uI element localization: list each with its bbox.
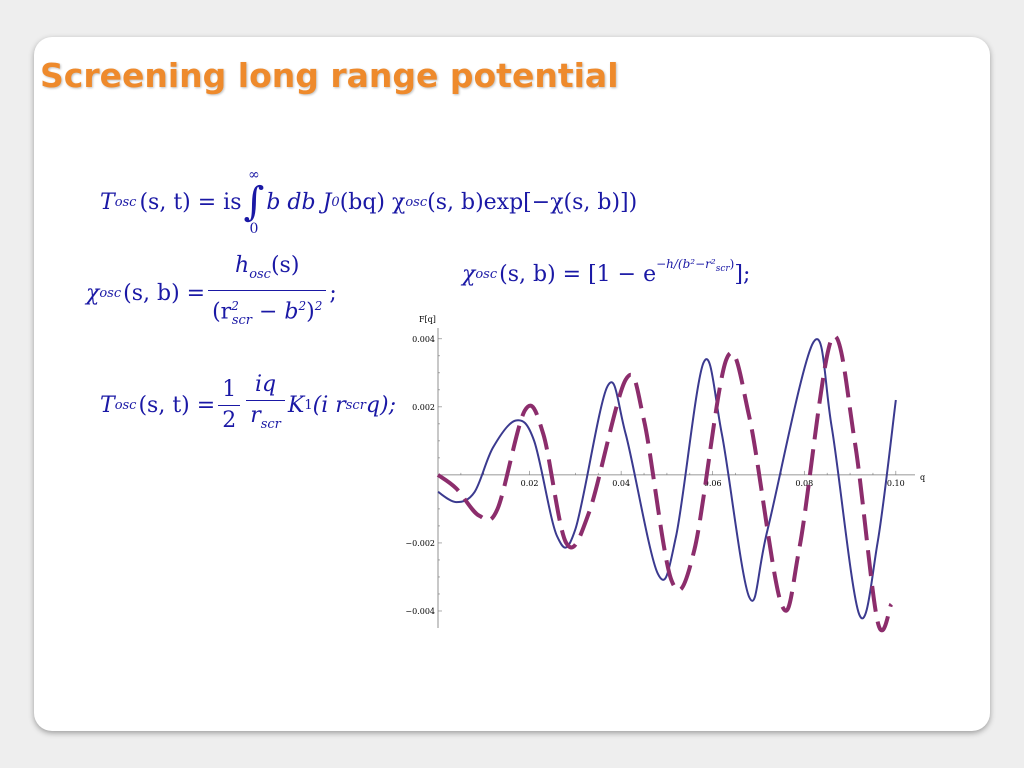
eq2-den-c: ) <box>306 299 315 325</box>
eq2-denominator: (r2scr − b2)2 <box>208 290 327 334</box>
eq1-j-sub: 0 <box>331 194 340 210</box>
eq1-lhs-sub: osc <box>114 194 137 210</box>
y-axis-label: F[q] <box>419 315 436 324</box>
eq2-lhs-args: (s, b) = <box>123 281 206 307</box>
eq1-lhs-args: (s, t) = is <box>139 189 242 215</box>
eq2-den-c-sup: 2 <box>314 299 323 313</box>
eq2-den-a: (r <box>212 299 232 325</box>
eq2-fraction: hosc(s) (r2scr − b2)2 <box>208 253 327 334</box>
eq4-k-sub: 1 <box>304 397 313 413</box>
x-tick-label: 0.10 <box>887 479 905 488</box>
eq4-k-args: (i r <box>312 392 346 418</box>
eq2-numerator: hosc(s) <box>231 253 303 290</box>
eq4-frac1-num: 1 <box>222 376 237 402</box>
eq3-exponent-end: ) <box>729 257 735 271</box>
y-tick-label: −0.002 <box>405 539 435 548</box>
eq1-integrand-d: [−χ(s, b)]) <box>523 189 638 215</box>
eq4-fraction-iq: iq rscr <box>246 372 285 438</box>
eq1-integrand-b: (bq) χ <box>339 189 406 215</box>
eq1-chi-sub: osc <box>405 194 428 210</box>
eq1-integrand-c: (s, b) <box>427 189 484 215</box>
eq1-integrand-a: b db J <box>266 189 332 215</box>
equation-chi-exp: χ osc (s, b) = [1 − e −h/(b²−r²scr) ]; <box>462 257 751 287</box>
eq4-frac2-den-r: r <box>250 403 261 428</box>
eq2-lhs: χ <box>86 281 100 307</box>
eq3-lhs: χ <box>462 262 476 287</box>
integral-sign: ∞ ∫ 0 <box>244 168 265 236</box>
x-tick-label: 0.02 <box>521 479 539 488</box>
eq2-tail: ; <box>329 281 337 307</box>
eq4-k-end: q); <box>365 392 396 418</box>
eq2-lhs-sub: osc <box>99 286 122 302</box>
x-tick-label: 0.06 <box>704 479 722 488</box>
eq4-lhs-sub: osc <box>114 397 137 413</box>
eq3-lhs-args: (s, b) = [1 − e <box>499 262 657 287</box>
plot-series <box>436 334 897 633</box>
eq2-den-sup: 2 <box>231 299 239 313</box>
eq1-lhs: T <box>100 189 115 215</box>
oscillation-plot: 0.02 0.04 0.06 0.08 0.10 0.004 0.002 −0.002 −0.0… <box>405 315 925 633</box>
eq4-frac1-den: 2 <box>218 404 241 434</box>
integral-upper-limit: ∞ <box>248 167 260 183</box>
eq4-frac2-den-sub: scr <box>260 417 281 432</box>
eq2-den-b: − b <box>252 299 299 325</box>
eq2-num-sub: osc <box>249 267 271 282</box>
eq4-k: K <box>287 392 305 418</box>
integral-lower-limit: 0 <box>249 221 259 237</box>
eq4-k-r-sub: scr <box>345 397 366 413</box>
equation-chi-fraction: χ osc (s, b) = hosc(s) (r2scr − b2)2 ; <box>86 253 337 334</box>
eq2-den-b-sup: 2 <box>298 299 307 313</box>
eq2-num-args: (s) <box>270 253 300 278</box>
eq2-den-sub: scr <box>231 313 252 329</box>
y-tick-label: −0.004 <box>405 607 435 616</box>
slide <box>34 37 990 731</box>
integral-symbol: ∫ <box>243 179 265 225</box>
eq4-frac2-num: iq <box>254 372 277 397</box>
eq3-tail: ]; <box>734 262 751 287</box>
solid-series-line <box>437 338 897 620</box>
x-tick-label: 0.04 <box>612 479 630 488</box>
eq4-lhs: T <box>100 392 115 418</box>
eq3-exponent: −h/(b²−r²scr) <box>656 257 734 274</box>
x-axis-label: q <box>920 473 925 482</box>
y-tick-label: 0.004 <box>412 335 435 344</box>
eq3-lhs-sub: osc <box>475 267 498 282</box>
eq1-exp-word: exp <box>483 189 524 215</box>
slide-title: Screening long range potential <box>40 56 619 95</box>
eq2-num-h: h <box>235 253 250 278</box>
plot-axes: 0.02 0.04 0.06 0.08 0.10 0.004 0.002 −0.002 −0.0… <box>405 328 915 628</box>
x-tick-label: 0.08 <box>795 479 813 488</box>
y-tick-label: 0.002 <box>412 403 435 412</box>
dashed-series-line <box>436 334 894 633</box>
eq3-exponent-sub: scr <box>715 264 730 274</box>
eq4-fraction-half: 1 2 <box>218 376 241 434</box>
eq3-exponent-main: −h/(b²−r² <box>656 257 716 271</box>
eq4-lhs-args: (s, t) = <box>138 392 216 418</box>
eq4-frac2-den: rscr <box>246 400 285 438</box>
